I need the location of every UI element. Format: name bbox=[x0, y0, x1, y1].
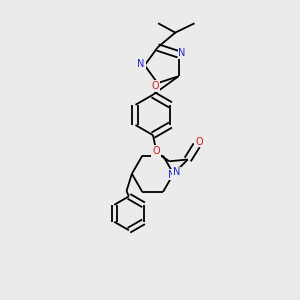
Text: N: N bbox=[173, 167, 180, 177]
Text: N: N bbox=[137, 59, 145, 69]
Text: N: N bbox=[168, 170, 176, 180]
Text: O: O bbox=[195, 137, 203, 147]
Text: N: N bbox=[178, 48, 186, 59]
Text: O: O bbox=[152, 81, 159, 91]
Text: O: O bbox=[152, 146, 160, 156]
